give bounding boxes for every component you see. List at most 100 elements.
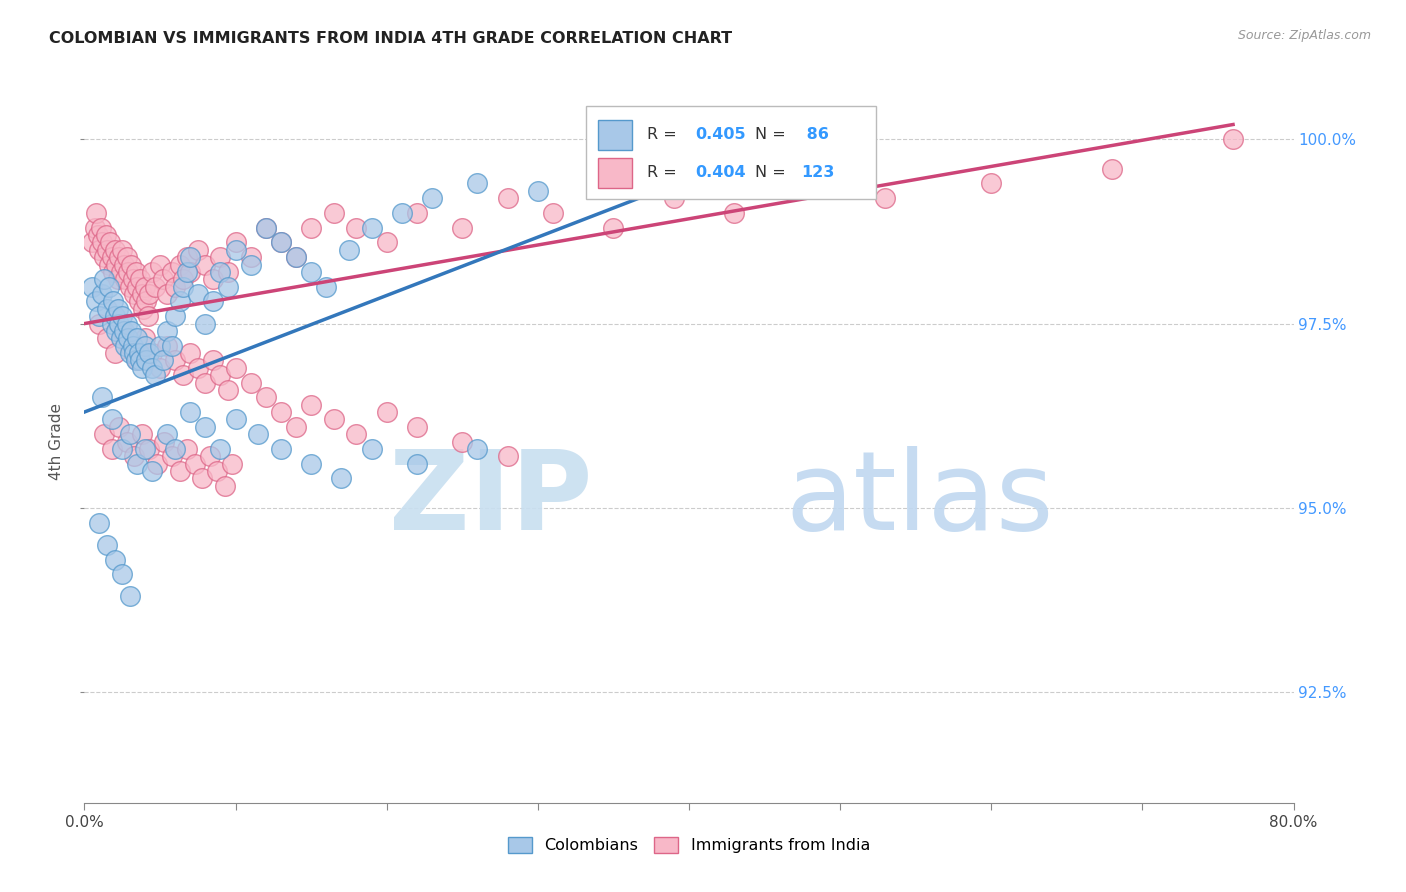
Point	[149, 339, 172, 353]
Text: 86: 86	[801, 127, 830, 142]
Point	[108, 419, 131, 434]
Point	[135, 294, 157, 309]
Point	[254, 220, 277, 235]
Point	[127, 457, 149, 471]
Point	[270, 405, 292, 419]
Point	[225, 243, 247, 257]
Point	[160, 450, 183, 464]
Text: R =: R =	[647, 127, 682, 142]
Point	[141, 265, 163, 279]
Point	[122, 346, 145, 360]
Point	[179, 405, 201, 419]
Point	[86, 294, 108, 309]
Point	[118, 279, 141, 293]
Point	[91, 390, 114, 404]
Point	[145, 279, 167, 293]
Text: R =: R =	[647, 165, 682, 180]
Point	[420, 191, 443, 205]
Point	[451, 220, 474, 235]
Point	[270, 442, 292, 456]
Point	[101, 294, 124, 309]
Point	[96, 538, 118, 552]
Point	[104, 346, 127, 360]
Point	[122, 450, 145, 464]
Point	[799, 177, 821, 191]
Point	[201, 272, 224, 286]
Point	[239, 376, 262, 390]
Point	[84, 220, 107, 235]
Point	[118, 339, 141, 353]
Point	[239, 250, 262, 264]
Point	[169, 294, 191, 309]
Point	[160, 339, 183, 353]
Point	[118, 427, 141, 442]
Point	[138, 346, 160, 360]
Point	[93, 427, 115, 442]
FancyBboxPatch shape	[586, 105, 876, 200]
Point	[120, 258, 142, 272]
Point	[115, 317, 138, 331]
Point	[114, 339, 136, 353]
Point	[299, 398, 322, 412]
Point	[100, 442, 122, 456]
Point	[467, 442, 489, 456]
Point	[406, 457, 429, 471]
Point	[391, 206, 413, 220]
Point	[662, 191, 685, 205]
Point	[105, 258, 128, 272]
Point	[134, 339, 156, 353]
Legend: Colombians, Immigrants from India: Colombians, Immigrants from India	[501, 830, 877, 860]
Point	[127, 331, 149, 345]
Point	[89, 309, 111, 323]
Point	[172, 368, 194, 383]
Point	[217, 383, 239, 397]
Point	[270, 235, 292, 250]
Point	[129, 353, 152, 368]
Point	[104, 243, 127, 257]
Point	[149, 360, 172, 375]
Point	[108, 317, 131, 331]
Point	[194, 376, 217, 390]
Point	[194, 317, 217, 331]
Point	[225, 412, 247, 426]
Point	[330, 471, 353, 485]
Point	[115, 434, 138, 449]
Point	[104, 552, 127, 566]
Point	[100, 317, 122, 331]
Point	[121, 272, 143, 286]
Point	[225, 235, 247, 250]
Point	[152, 353, 174, 368]
Point	[135, 353, 157, 368]
Point	[104, 309, 127, 323]
Point	[149, 258, 172, 272]
Point	[194, 258, 217, 272]
Point	[152, 272, 174, 286]
Point	[209, 265, 232, 279]
Point	[97, 279, 120, 293]
Point	[91, 287, 114, 301]
Point	[165, 442, 187, 456]
Point	[156, 339, 179, 353]
Point	[270, 235, 292, 250]
Point	[118, 346, 141, 360]
Bar	[599, 158, 633, 188]
Point	[172, 272, 194, 286]
Point	[165, 309, 187, 323]
Point	[299, 265, 322, 279]
Point	[169, 464, 191, 478]
Point	[217, 279, 239, 293]
Point	[187, 243, 209, 257]
Point	[322, 206, 344, 220]
Point	[285, 250, 308, 264]
Point	[299, 457, 322, 471]
Point	[108, 250, 131, 264]
Text: N =: N =	[755, 127, 792, 142]
Point	[239, 258, 262, 272]
Point	[111, 243, 134, 257]
Point	[176, 265, 198, 279]
Point	[285, 419, 308, 434]
Point	[89, 243, 111, 257]
Text: 0.404: 0.404	[695, 165, 745, 180]
Text: atlas: atlas	[786, 446, 1054, 553]
Point	[527, 184, 550, 198]
